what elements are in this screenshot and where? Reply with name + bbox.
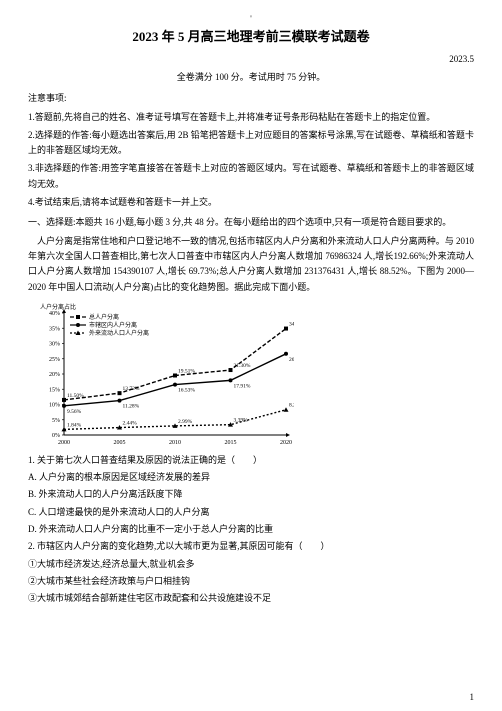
- svg-text:5%: 5%: [52, 418, 60, 424]
- section-1-heading: 一、选择题:本题共 16 小题,每小题 3 分,共 48 分。在每小题给出的四个…: [28, 215, 474, 230]
- svg-text:2000: 2000: [58, 440, 70, 446]
- svg-text:市辖区内人户分离: 市辖区内人户分离: [89, 321, 137, 329]
- svg-text:11.50%: 11.50%: [67, 393, 84, 399]
- page-number: 1: [470, 690, 475, 705]
- exam-date: 2023.5: [28, 52, 474, 67]
- full-score: 全卷满分 100 分。考试用时 75 分钟。: [28, 70, 474, 85]
- question-2: 2. 市辖区内人户分离的变化趋势,尤以大城市更为显著,其原因可能有（ ）: [28, 539, 474, 554]
- svg-text:8.28%: 8.28%: [289, 403, 294, 409]
- svg-text:16.53%: 16.53%: [178, 387, 195, 393]
- svg-text:9.56%: 9.56%: [67, 409, 82, 415]
- svg-text:外来流动人口人户分离: 外来流动人口人户分离: [89, 329, 149, 337]
- svg-text:20%: 20%: [49, 372, 60, 378]
- notice-3: 3.非选择题的作答:用签字笔直接答在答题卡上对应的答题区域内。写在试题卷、草稿纸…: [28, 161, 474, 192]
- svg-text:19.51%: 19.51%: [178, 368, 195, 374]
- svg-text:2.44%: 2.44%: [123, 420, 138, 426]
- q1-option-c: C. 人口增速最快的是外来流动人口的人户分离: [28, 505, 474, 520]
- svg-text:40%: 40%: [49, 311, 60, 317]
- svg-text:13.72%: 13.72%: [123, 386, 140, 392]
- svg-text:0%: 0%: [52, 433, 60, 439]
- q2-option-2: ②大城市某些社会经济政策与户口相挂钩: [28, 574, 474, 589]
- header-mark: ': [28, 12, 474, 26]
- q2-option-3: ③大城市城郊结合部新建住宅区市政配套和公共设施建设不足: [28, 591, 474, 606]
- svg-text:1.84%: 1.84%: [67, 422, 82, 428]
- svg-text:2.99%: 2.99%: [178, 419, 193, 425]
- q1-option-b: B. 外来流动人口的人户分离活跃度下降: [28, 487, 474, 502]
- svg-text:3.39%: 3.39%: [234, 418, 249, 424]
- svg-text:10%: 10%: [49, 402, 60, 408]
- svg-text:2010: 2010: [169, 440, 181, 446]
- svg-text:25%: 25%: [49, 357, 60, 363]
- q1-option-a: A. 人户分离的根本原因是区域经济发展的差异: [28, 470, 474, 485]
- notice-2: 2.选择题的作答:每小题选出答案后,用 2B 铅笔把答题卡上对应题目的答案标号涂…: [28, 128, 474, 159]
- svg-text:34.90%: 34.90%: [289, 321, 294, 327]
- population-chart: 人户分离占比 0% 5% 10% 15% 20% 25% 30% 35% 40% 2000 2005 2…: [34, 299, 294, 449]
- svg-text:2015: 2015: [225, 440, 237, 446]
- svg-text:17.91%: 17.91%: [234, 383, 251, 389]
- svg-text:21.30%: 21.30%: [234, 363, 251, 369]
- q2-option-1: ①大城市经济发达,经济总量大,就业机会多: [28, 557, 474, 572]
- svg-text:11.28%: 11.28%: [123, 403, 140, 409]
- svg-text:人户分离占比: 人户分离占比: [40, 303, 76, 311]
- notice-1: 1.答题前,先将自己的姓名、准考证号填写在答题卡上,并将准考证号条形码粘贴在答题…: [28, 110, 474, 125]
- notice-4: 4.考试结束后,请将本试题卷和答题卡一并上交。: [28, 195, 474, 210]
- question-1: 1. 关于第七次人口普查结果及原因的说法正确的是（ ）: [28, 453, 474, 468]
- passage-text: 人户分离是指常住地和户口登记地不一致的情况,包括市辖区内人户分离和外来流动人口人…: [28, 234, 474, 295]
- svg-text:2020: 2020: [280, 440, 292, 446]
- svg-text:2005: 2005: [114, 440, 126, 446]
- svg-text:15%: 15%: [49, 387, 60, 393]
- svg-text:30%: 30%: [49, 341, 60, 347]
- svg-text:总人户分离: 总人户分离: [89, 313, 119, 321]
- svg-text:26.62%: 26.62%: [289, 357, 294, 363]
- exam-title: 2023 年 5 月高三地理考前三模联考试题卷: [28, 26, 474, 48]
- q1-option-d: D. 外来流动人口人户分离的比重不一定小于总人户分离的比重: [28, 522, 474, 537]
- svg-text:35%: 35%: [49, 326, 60, 332]
- notice-heading: 注意事项:: [28, 91, 474, 106]
